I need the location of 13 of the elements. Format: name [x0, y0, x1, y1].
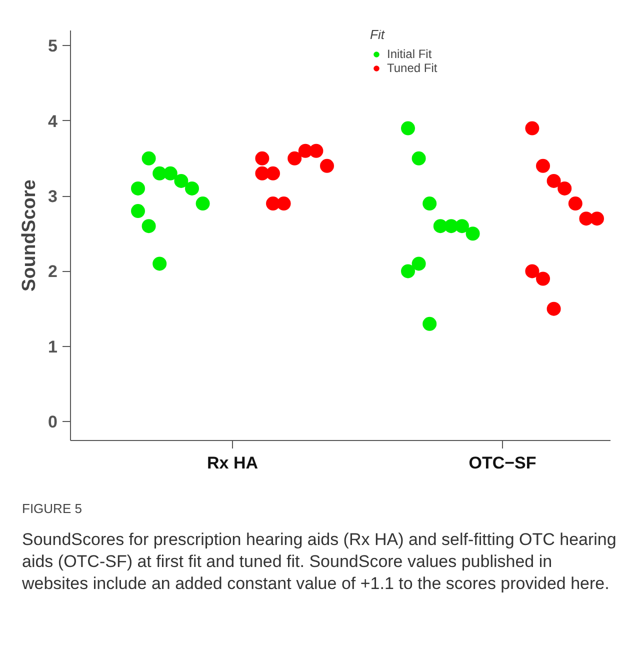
text: SoundScores for prescription hearing aids (Rx HA) and self-fitting OTC hearing aids (OTC-SF) at first fit and tuned fit. SoundScore values published in websites include an added constant value of +1.1 to the scores provided here.	[22, 528, 618, 595]
y-tick-label: 4	[48, 112, 58, 131]
legend-label: Tuned Fit	[387, 61, 438, 75]
y-tick-label: 2	[48, 262, 58, 282]
y-tick-label: 5	[48, 36, 58, 56]
legend-label: Initial Fit	[387, 47, 432, 61]
caption: FIGURE 5	[22, 500, 82, 518]
x-tick-label: Rx HA	[206, 454, 258, 472]
y-axis-title: SoundScore	[19, 180, 40, 292]
y-tick-label: 0	[48, 412, 58, 432]
x-tick-label: OTC−SF	[468, 454, 536, 472]
y-tick-label: 1	[48, 337, 58, 356]
y-tick-label: 3	[48, 187, 58, 206]
